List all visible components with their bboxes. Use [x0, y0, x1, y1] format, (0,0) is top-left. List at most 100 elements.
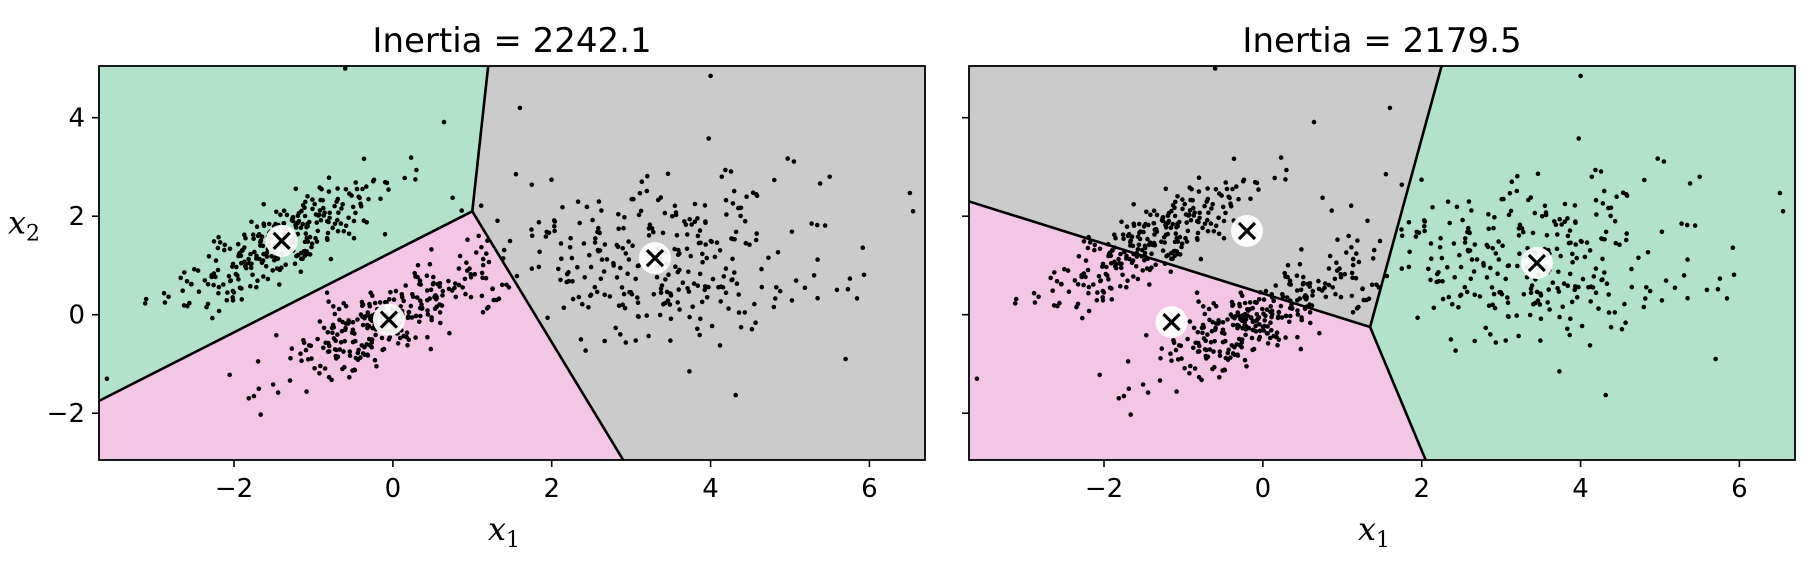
data-point	[1558, 253, 1563, 259]
data-point	[706, 136, 711, 141]
data-point	[697, 332, 702, 338]
data-point	[1236, 196, 1241, 202]
data-point	[1486, 226, 1491, 232]
data-point	[568, 235, 573, 241]
data-point	[222, 242, 228, 248]
data-point	[1207, 347, 1213, 352]
data-point	[677, 307, 682, 312]
data-point	[302, 205, 307, 211]
data-point	[1149, 251, 1154, 256]
data-point	[689, 222, 694, 227]
data-point	[1118, 265, 1124, 271]
data-point	[742, 218, 748, 224]
data-point	[1655, 156, 1660, 161]
data-point	[1422, 228, 1427, 234]
data-point	[1130, 243, 1136, 249]
data-point	[1545, 300, 1550, 305]
data-point	[305, 194, 310, 199]
data-point	[247, 260, 252, 266]
data-point	[1065, 268, 1071, 273]
data-point	[1468, 276, 1474, 282]
data-point	[322, 210, 327, 215]
data-point	[242, 259, 247, 265]
data-point	[811, 273, 817, 278]
data-point	[626, 239, 631, 244]
data-point	[1330, 285, 1335, 290]
data-point	[736, 205, 741, 211]
data-point	[382, 232, 388, 237]
data-point	[341, 301, 347, 306]
data-point	[1131, 223, 1137, 228]
data-point	[1280, 292, 1285, 297]
data-point	[1509, 179, 1515, 184]
data-point	[1188, 217, 1194, 223]
data-point	[700, 259, 705, 265]
data-point	[1437, 245, 1443, 250]
data-point	[351, 218, 357, 224]
data-point	[305, 239, 311, 244]
data-point	[294, 253, 299, 259]
data-point	[1623, 320, 1628, 326]
data-point	[686, 269, 691, 275]
data-point	[1332, 276, 1338, 282]
data-point	[293, 225, 299, 230]
data-point	[347, 349, 353, 354]
data-point	[1527, 312, 1533, 318]
data-point	[659, 283, 665, 288]
data-point	[1311, 119, 1317, 125]
data-point	[274, 209, 279, 215]
data-point	[1598, 169, 1604, 174]
data-point	[249, 219, 254, 225]
data-point	[655, 197, 661, 203]
data-point	[1568, 316, 1573, 322]
data-point	[1301, 274, 1306, 280]
data-point	[1125, 278, 1130, 284]
data-point	[543, 234, 549, 239]
data-point	[242, 245, 247, 250]
data-point	[366, 196, 371, 202]
data-point	[720, 285, 726, 290]
data-point	[277, 282, 282, 287]
data-point	[295, 213, 301, 218]
data-point	[569, 255, 575, 261]
data-point	[673, 210, 679, 215]
data-point	[357, 195, 362, 201]
data-point	[1580, 276, 1586, 282]
data-point	[1180, 206, 1185, 212]
data-point	[1249, 335, 1255, 341]
data-point	[628, 290, 633, 295]
cluster-region-0	[969, 66, 1442, 327]
data-point	[1713, 356, 1718, 362]
data-point	[1492, 305, 1498, 311]
data-point	[224, 298, 230, 303]
data-point	[1298, 287, 1304, 293]
data-point	[1238, 290, 1243, 296]
data-point	[1253, 323, 1258, 329]
data-point	[1354, 251, 1359, 256]
data-point	[1477, 294, 1483, 299]
data-point	[1211, 229, 1217, 234]
data-point	[372, 357, 378, 363]
data-point	[635, 300, 641, 306]
data-point	[1462, 284, 1468, 290]
data-point	[1194, 235, 1200, 241]
data-point	[415, 263, 421, 268]
data-point	[1256, 337, 1262, 342]
data-point	[1237, 303, 1243, 309]
data-point	[723, 167, 728, 173]
data-point	[1299, 317, 1304, 323]
data-point	[409, 315, 415, 320]
data-point	[350, 204, 356, 210]
data-point	[1124, 285, 1129, 290]
data-point	[227, 372, 232, 378]
data-point	[1200, 225, 1205, 231]
data-point	[1467, 230, 1472, 236]
data-point	[195, 268, 201, 273]
data-point	[1484, 275, 1490, 280]
data-point	[733, 229, 739, 235]
data-point	[1187, 319, 1193, 324]
data-point	[706, 284, 711, 290]
data-point	[680, 280, 686, 286]
data-point	[1586, 285, 1591, 290]
data-point	[587, 252, 592, 258]
